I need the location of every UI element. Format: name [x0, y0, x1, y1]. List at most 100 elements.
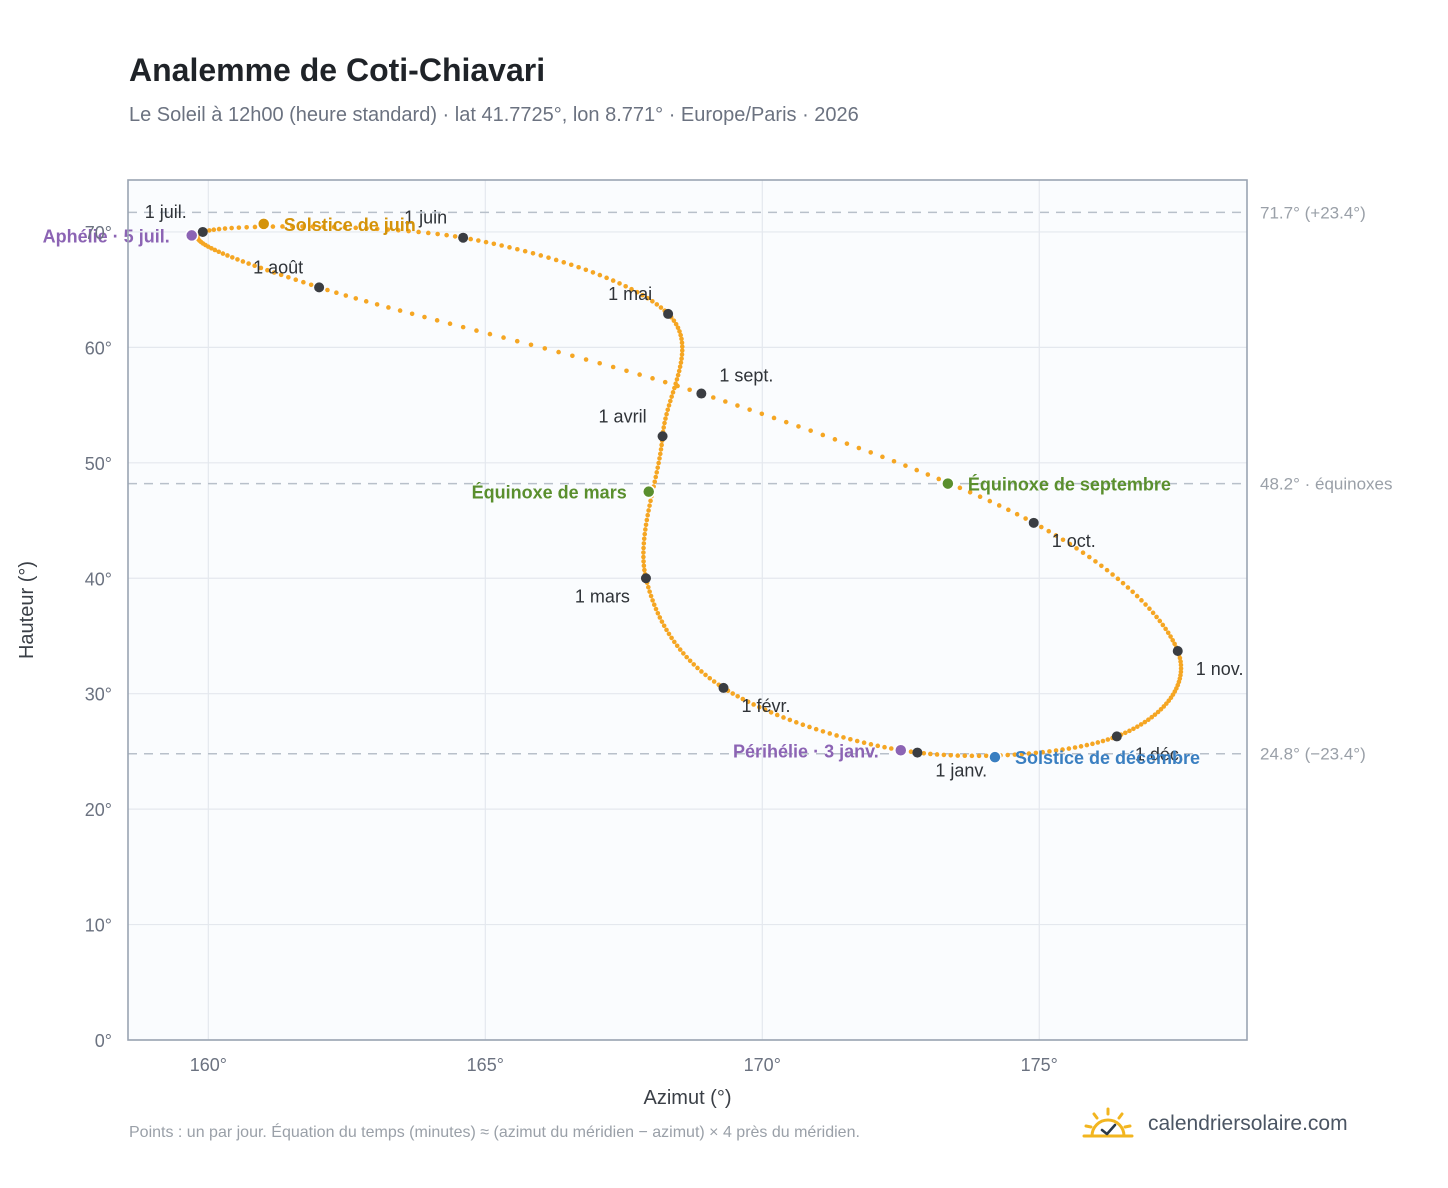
daily-sun-point	[648, 593, 654, 599]
daily-sun-point	[678, 332, 683, 338]
daily-sun-point	[658, 447, 664, 452]
daily-sun-point	[1161, 704, 1167, 709]
daily-sun-point	[487, 331, 493, 337]
daily-sun-point	[771, 415, 777, 421]
daily-sun-point	[888, 746, 894, 751]
daily-sun-point	[1046, 528, 1052, 534]
daily-sun-point	[679, 352, 685, 357]
daily-sun-point	[751, 702, 756, 707]
brand[interactable]: calendriersolaire.com	[1082, 1102, 1348, 1146]
daily-sun-point	[679, 340, 685, 346]
daily-sun-point	[691, 662, 697, 667]
month-marker	[696, 388, 707, 399]
event-marker	[941, 476, 955, 491]
daily-sun-point	[646, 584, 651, 590]
daily-sun-point	[460, 324, 466, 330]
daily-sun-point	[342, 225, 348, 230]
daily-sun-point	[240, 259, 246, 264]
daily-sun-point	[576, 264, 581, 270]
daily-sun-point	[444, 232, 449, 238]
daily-sun-point	[659, 619, 665, 624]
daily-sun-point	[538, 253, 544, 258]
daily-sun-point	[666, 631, 672, 637]
daily-sun-point	[675, 383, 680, 389]
daily-sun-point	[669, 635, 674, 641]
daily-sun-point	[643, 527, 648, 532]
daily-sun-point	[374, 226, 380, 232]
daily-sun-point	[646, 508, 651, 513]
daily-sun-point	[650, 598, 655, 603]
daily-sun-point	[679, 336, 684, 342]
y-tick-label: 30°	[85, 685, 112, 705]
daily-sun-point	[385, 227, 391, 232]
brand-name[interactable]: calendriersolaire.com	[1148, 1112, 1348, 1135]
sun-check-icon	[1082, 1107, 1134, 1138]
month-marker	[657, 431, 668, 442]
daily-sun-point	[664, 627, 669, 633]
daily-sun-point	[301, 279, 306, 285]
daily-sun-point	[583, 267, 589, 273]
daily-sun-point	[447, 321, 453, 327]
daily-sun-point	[286, 274, 291, 280]
daily-sun-point	[334, 290, 339, 296]
daily-sun-point	[1078, 744, 1084, 749]
daily-sun-point	[674, 643, 680, 649]
daily-sun-point	[987, 498, 993, 504]
daily-sun-point	[1026, 751, 1032, 756]
daily-sun-point	[670, 390, 676, 395]
daily-sun-point	[610, 364, 616, 370]
daily-sun-point	[757, 704, 762, 710]
daily-sun-point	[397, 308, 403, 313]
daily-sun-point	[1172, 641, 1177, 647]
daily-sun-point	[644, 517, 650, 523]
daily-sun-point	[1090, 741, 1095, 747]
daily-sun-point	[476, 238, 481, 243]
daily-sun-point	[1178, 662, 1184, 668]
daily-sun-point	[629, 286, 634, 292]
daily-sun-point	[207, 228, 212, 233]
daily-sun-point	[1165, 630, 1171, 636]
y-tick-label: 20°	[85, 800, 112, 820]
daily-sun-point	[668, 398, 673, 404]
daily-sun-point	[711, 679, 717, 684]
daily-sun-point	[955, 753, 961, 758]
month-label: 1 mai	[608, 284, 652, 304]
month-label: 1 déc.	[1135, 744, 1184, 764]
daily-sun-point	[774, 712, 780, 718]
y-axis-label: Hauteur (°)	[16, 561, 38, 659]
month-label: 1 sept.	[719, 366, 773, 386]
daily-sun-point	[212, 247, 218, 253]
daily-sun-point	[1150, 610, 1156, 616]
daily-sun-point	[1160, 622, 1166, 628]
daily-sun-point	[675, 325, 681, 331]
daily-sun-point	[707, 675, 713, 681]
daily-sun-point	[656, 460, 661, 466]
daily-sun-point	[1168, 634, 1173, 639]
daily-sun-point	[740, 696, 746, 702]
event-marker	[894, 743, 908, 758]
daily-sun-point	[623, 284, 628, 289]
month-label: 1 juin	[404, 208, 447, 228]
daily-sun-point	[265, 267, 270, 273]
daily-sun-point	[762, 707, 768, 713]
daily-sun-point	[875, 743, 881, 749]
daily-sun-point	[325, 287, 330, 293]
daily-sun-point	[669, 394, 674, 399]
daily-sun-point	[280, 224, 285, 229]
daily-sun-point	[1033, 750, 1039, 756]
daily-sun-point	[1147, 606, 1152, 612]
daily-sun-point	[542, 346, 548, 351]
daily-sun-point	[1155, 709, 1161, 715]
month-marker	[197, 226, 208, 237]
plot-area	[128, 180, 1247, 1040]
daily-sun-point	[642, 567, 647, 573]
daily-sun-point	[781, 715, 786, 720]
month-marker	[458, 232, 469, 243]
daily-sun-point	[654, 470, 660, 475]
daily-sun-point	[1125, 585, 1131, 590]
daily-sun-point	[1135, 724, 1140, 729]
daily-sun-point	[1023, 516, 1028, 521]
daily-sun-point	[246, 261, 251, 266]
daily-sun-point	[222, 226, 228, 231]
month-marker	[314, 282, 325, 293]
